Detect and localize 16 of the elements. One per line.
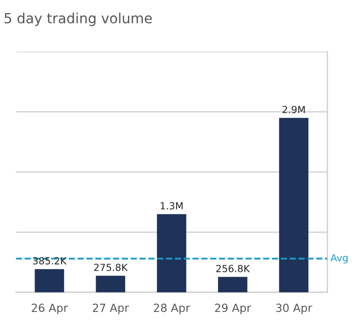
chart-title: 5 day trading volume <box>4 12 152 26</box>
bar <box>218 276 248 292</box>
data-label: 275.8K <box>94 264 128 272</box>
data-label: 1.3M <box>160 202 183 210</box>
data-label: 256.8K <box>216 264 250 272</box>
bar <box>96 276 126 292</box>
x-tick-label: 29 Apr <box>215 304 252 314</box>
bar <box>34 269 64 292</box>
bar <box>279 118 308 292</box>
x-tick-label: 27 Apr <box>92 304 129 314</box>
x-tick-label: 30 Apr <box>276 304 312 314</box>
x-tick-label: 28 Apr <box>154 304 190 314</box>
bar <box>156 214 186 292</box>
data-label: 2.9M <box>282 106 305 114</box>
x-tick-label: 26 Apr <box>32 304 68 314</box>
ref-line-label: Avg <box>330 254 348 264</box>
